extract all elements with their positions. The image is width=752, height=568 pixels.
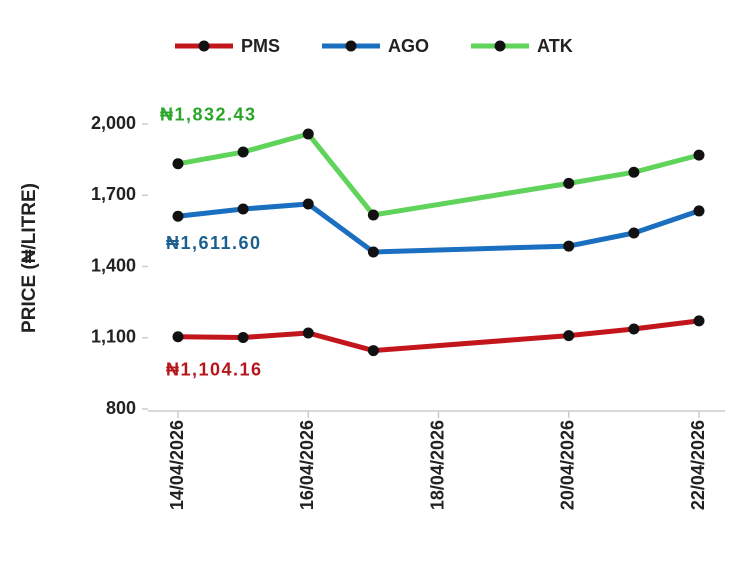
series-point [237, 332, 249, 344]
series-point [172, 210, 184, 222]
series-point [172, 331, 184, 343]
legend-dot [345, 40, 357, 52]
series-point [628, 166, 640, 178]
legend-label: PMS [241, 36, 280, 56]
series-point [367, 246, 379, 258]
x-tick-label: 22/04/2026 [688, 420, 708, 510]
series-point [563, 240, 575, 252]
series-point [302, 198, 314, 210]
x-tick-label: 16/04/2026 [297, 420, 317, 510]
legend-dot [198, 40, 210, 52]
y-tick-label: 2,000 [91, 113, 136, 133]
series-point [237, 146, 249, 158]
series-point [693, 149, 705, 161]
series-line [177, 318, 700, 354]
series-point [693, 315, 705, 327]
y-tick-label: 1,100 [91, 327, 136, 347]
legend-label: ATK [537, 36, 573, 56]
series-point [563, 177, 575, 189]
y-tick-label: 1,400 [91, 255, 136, 275]
series-point [367, 209, 379, 221]
series-line [177, 131, 700, 218]
series-point [628, 323, 640, 335]
series-point [172, 158, 184, 170]
y-axis-label: PRICE (₦/LITRE) [19, 183, 40, 333]
series-point [367, 345, 379, 357]
x-tick-label: 20/04/2026 [558, 420, 578, 510]
annotation: ₦1,611.60 [166, 233, 262, 253]
legend-label: AGO [388, 36, 429, 56]
series-point [628, 227, 640, 239]
y-tick-label: 800 [106, 398, 136, 418]
y-tick-label: 1,700 [91, 184, 136, 204]
series-point [237, 203, 249, 215]
series-point [302, 128, 314, 140]
annotation: ₦1,832.43 [160, 105, 257, 125]
x-tick-label: 14/04/2026 [167, 420, 187, 510]
series-point [693, 205, 705, 217]
series-point [563, 330, 575, 342]
series-point [302, 327, 314, 339]
x-tick-label: 18/04/2026 [427, 420, 447, 510]
legend-dot [494, 40, 506, 52]
annotation: ₦1,104.16 [166, 360, 263, 380]
